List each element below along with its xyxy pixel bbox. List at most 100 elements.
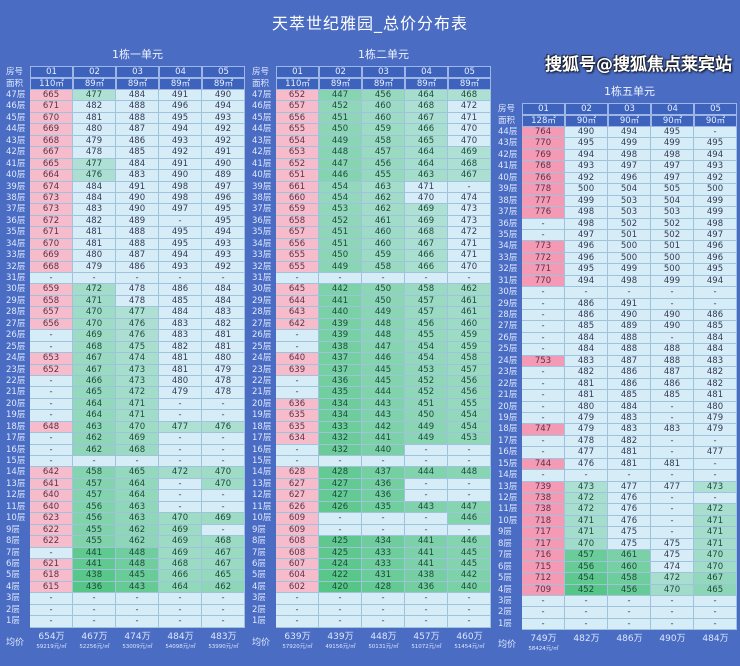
price-cell: 470 — [73, 318, 116, 331]
table-row: 27层 642 439 448 456 460 — [251, 318, 491, 331]
price-cell: - — [73, 593, 116, 605]
floor-label: 40层 — [6, 170, 26, 181]
price-cell: 446 — [448, 536, 491, 548]
price-cell: 462 — [73, 433, 116, 445]
table-row: 20层 -464 471- - — [5, 398, 245, 411]
floor-label: 24层 — [252, 353, 272, 364]
floor-label: 5层 — [6, 570, 20, 581]
table-row: 42层 667 478 485 492 491 — [5, 147, 245, 159]
table-row: 19层 -479 483-479 — [497, 412, 737, 425]
price-cell: - — [362, 616, 405, 628]
price-cell: 477 — [73, 158, 116, 171]
price-cell: 476 — [116, 330, 159, 342]
average-price: 474万 — [124, 631, 151, 642]
price-cell: 495 — [565, 138, 608, 150]
price-cell: 483 — [608, 412, 651, 425]
price-cell: 664 — [30, 170, 73, 182]
price-cell: 497 — [202, 181, 245, 193]
price-cell: 501 — [608, 229, 651, 242]
table-row: 41层 768 493 497 497 493 — [497, 161, 737, 173]
average-price: 749万 — [530, 634, 557, 645]
price-cell: 655 — [276, 261, 319, 273]
price-cell: 747 — [522, 424, 565, 436]
table-row: 32层 668 479 486 493 492 — [5, 261, 245, 273]
price-cell: 457 — [565, 550, 608, 562]
floor-label: 35层 — [6, 227, 26, 238]
floor-label: 16层 — [6, 444, 26, 455]
header-area-row: 面积 128㎡ 90㎡ 90㎡ 90㎡ 90㎡ — [497, 115, 737, 127]
average-unit-price: 53009元/㎡ — [122, 643, 153, 650]
price-cell: 482 — [159, 341, 202, 354]
average-unit-price: 53990元/㎡ — [208, 643, 239, 650]
table-row: 23层 639 437 445 453 457 — [251, 364, 491, 376]
price-cell: - — [608, 470, 651, 482]
price-cell: 470 — [651, 584, 694, 596]
price-cell: 644 — [276, 295, 319, 308]
floor-label: 27层 — [498, 321, 518, 332]
floor-label: 32层 — [252, 261, 272, 272]
floor-label: 40层 — [252, 170, 272, 181]
price-cell: - — [159, 604, 202, 617]
table-row: 1层 - - - - - — [251, 616, 491, 628]
average-cell: 460万 51454元/㎡ — [448, 632, 491, 654]
price-cell: - — [73, 616, 116, 628]
price-cell: - — [608, 287, 651, 299]
price-cell: 772 — [522, 252, 565, 265]
table-row: 26层 -484 488-484 — [497, 332, 737, 345]
price-cell: - — [202, 490, 245, 502]
price-cell: 481 — [73, 227, 116, 239]
price-cell: 481 — [565, 378, 608, 391]
price-cell: 474 — [116, 353, 159, 365]
price-cell: 456 — [362, 90, 405, 102]
table-row: 34层 670 481 488 495 493 — [5, 238, 245, 251]
price-cell: 459 — [448, 330, 491, 342]
price-cell: 443 — [405, 501, 448, 514]
price-cell: 442 — [448, 570, 491, 582]
price-cell: - — [694, 470, 737, 482]
price-cell: 627 — [276, 478, 319, 491]
average-label: 均价 — [498, 640, 517, 651]
price-cell: 449 — [319, 261, 362, 273]
average-unit-price: 50131元/㎡ — [368, 643, 399, 650]
price-cell: 777 — [522, 195, 565, 208]
price-cell: 458 — [362, 261, 405, 273]
price-cell: 457 — [73, 490, 116, 502]
price-cell: 656 — [276, 112, 319, 125]
price-cell: 471 — [694, 527, 737, 539]
price-cell: - — [651, 412, 694, 425]
floor-label: 14层 — [498, 470, 518, 481]
table-row: 44层 655 450 459 466 470 — [251, 124, 491, 136]
price-cell: - — [30, 616, 73, 628]
table-row: 47层 652 447 456 464 468 — [251, 90, 491, 102]
floor-label: 21层 — [252, 387, 272, 398]
table-row: 3层 - - - - - — [497, 595, 737, 608]
table-row: 11层 626 426 435 443 447 — [251, 501, 491, 514]
table-row: 18层 648 463 470 477 476 — [5, 421, 245, 434]
price-cell: 498 — [651, 149, 694, 162]
price-cell: 434 — [319, 398, 362, 411]
floor-label: 14层 — [6, 467, 26, 478]
price-cell: 712 — [522, 573, 565, 585]
price-cell: 494 — [694, 149, 737, 162]
price-cell: 466 — [405, 261, 448, 273]
price-cell: 445 — [362, 364, 405, 376]
price-cell: - — [276, 341, 319, 354]
price-cell: 444 — [405, 467, 448, 479]
price-cell: 447 — [448, 501, 491, 514]
price-cell: 483 — [159, 318, 202, 331]
price-cell: 668 — [30, 135, 73, 148]
price-cell: 771 — [522, 264, 565, 276]
price-cell: 465 — [694, 584, 737, 596]
table-row: 7层 -441 448 469 467 — [5, 547, 245, 559]
price-cell: 484 — [202, 284, 245, 296]
price-cell: 503 — [608, 195, 651, 208]
floor-label: 25层 — [6, 341, 26, 352]
price-cell: 484 — [202, 295, 245, 308]
price-cell: 427 — [319, 490, 362, 502]
price-cell: 473 — [448, 215, 491, 228]
price-cell: 496 — [565, 241, 608, 253]
price-cell: 493 — [694, 161, 737, 173]
table-row: 21层 -435 444 452 456 — [251, 387, 491, 399]
table-row: 28层 -486 490 490 486 — [497, 310, 737, 322]
price-cell: 462 — [448, 284, 491, 296]
